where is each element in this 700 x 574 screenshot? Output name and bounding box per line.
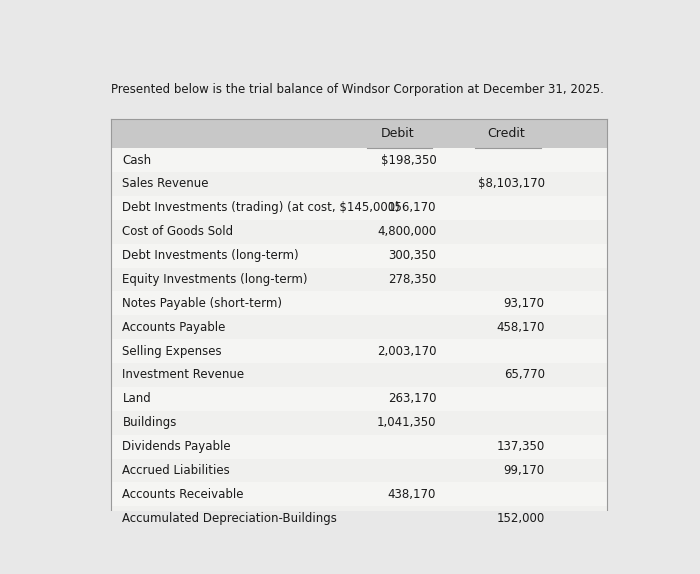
Text: 438,170: 438,170 bbox=[388, 488, 436, 501]
Text: Debit: Debit bbox=[381, 127, 414, 140]
Text: Land: Land bbox=[122, 392, 151, 405]
Text: Accrued Liabilities: Accrued Liabilities bbox=[122, 464, 230, 477]
Text: 2,003,170: 2,003,170 bbox=[377, 344, 436, 358]
Bar bbox=[111, 119, 607, 148]
Text: Debt Investments (trading) (at cost, $145,000): Debt Investments (trading) (at cost, $14… bbox=[122, 201, 400, 214]
Text: 263,170: 263,170 bbox=[388, 392, 436, 405]
Bar bbox=[111, 363, 607, 387]
Text: 1,041,350: 1,041,350 bbox=[377, 416, 436, 429]
Bar bbox=[111, 220, 607, 244]
Text: Investment Revenue: Investment Revenue bbox=[122, 369, 244, 382]
Bar bbox=[111, 119, 607, 530]
Bar bbox=[111, 196, 607, 220]
Text: Debt Investments (long-term): Debt Investments (long-term) bbox=[122, 249, 299, 262]
Text: Buildings: Buildings bbox=[122, 416, 176, 429]
Bar bbox=[111, 482, 607, 506]
Text: Cost of Goods Sold: Cost of Goods Sold bbox=[122, 225, 234, 238]
Text: Presented below is the trial balance of Windsor Corporation at December 31, 2025: Presented below is the trial balance of … bbox=[111, 83, 603, 96]
Text: Accumulated Depreciation-Buildings: Accumulated Depreciation-Buildings bbox=[122, 511, 337, 525]
Bar bbox=[111, 148, 607, 172]
Bar bbox=[111, 506, 607, 530]
Bar bbox=[111, 459, 607, 482]
Text: Cash: Cash bbox=[122, 154, 151, 166]
Text: 137,350: 137,350 bbox=[496, 440, 545, 453]
Text: Accounts Payable: Accounts Payable bbox=[122, 321, 225, 333]
Bar bbox=[111, 315, 607, 339]
Bar bbox=[111, 339, 607, 363]
Text: 278,350: 278,350 bbox=[388, 273, 436, 286]
Text: $8,103,170: $8,103,170 bbox=[477, 177, 545, 191]
Text: 99,170: 99,170 bbox=[503, 464, 545, 477]
Text: 4,800,000: 4,800,000 bbox=[377, 225, 436, 238]
Bar bbox=[111, 435, 607, 459]
Bar bbox=[111, 411, 607, 435]
Bar bbox=[111, 387, 607, 411]
Text: Selling Expenses: Selling Expenses bbox=[122, 344, 222, 358]
Text: 65,770: 65,770 bbox=[504, 369, 545, 382]
Text: 156,170: 156,170 bbox=[388, 201, 436, 214]
Text: Equity Investments (long-term): Equity Investments (long-term) bbox=[122, 273, 308, 286]
Text: Accounts Receivable: Accounts Receivable bbox=[122, 488, 244, 501]
Text: 300,350: 300,350 bbox=[389, 249, 436, 262]
Text: 152,000: 152,000 bbox=[496, 511, 545, 525]
Bar bbox=[111, 172, 607, 196]
Text: 93,170: 93,170 bbox=[504, 297, 545, 310]
Text: Sales Revenue: Sales Revenue bbox=[122, 177, 209, 191]
Text: Notes Payable (short-term): Notes Payable (short-term) bbox=[122, 297, 282, 310]
Bar bbox=[111, 267, 607, 292]
Text: $198,350: $198,350 bbox=[381, 154, 436, 166]
Bar bbox=[111, 244, 607, 267]
Bar bbox=[111, 292, 607, 315]
Text: Credit: Credit bbox=[487, 127, 525, 140]
Text: Dividends Payable: Dividends Payable bbox=[122, 440, 231, 453]
Text: 458,170: 458,170 bbox=[496, 321, 545, 333]
